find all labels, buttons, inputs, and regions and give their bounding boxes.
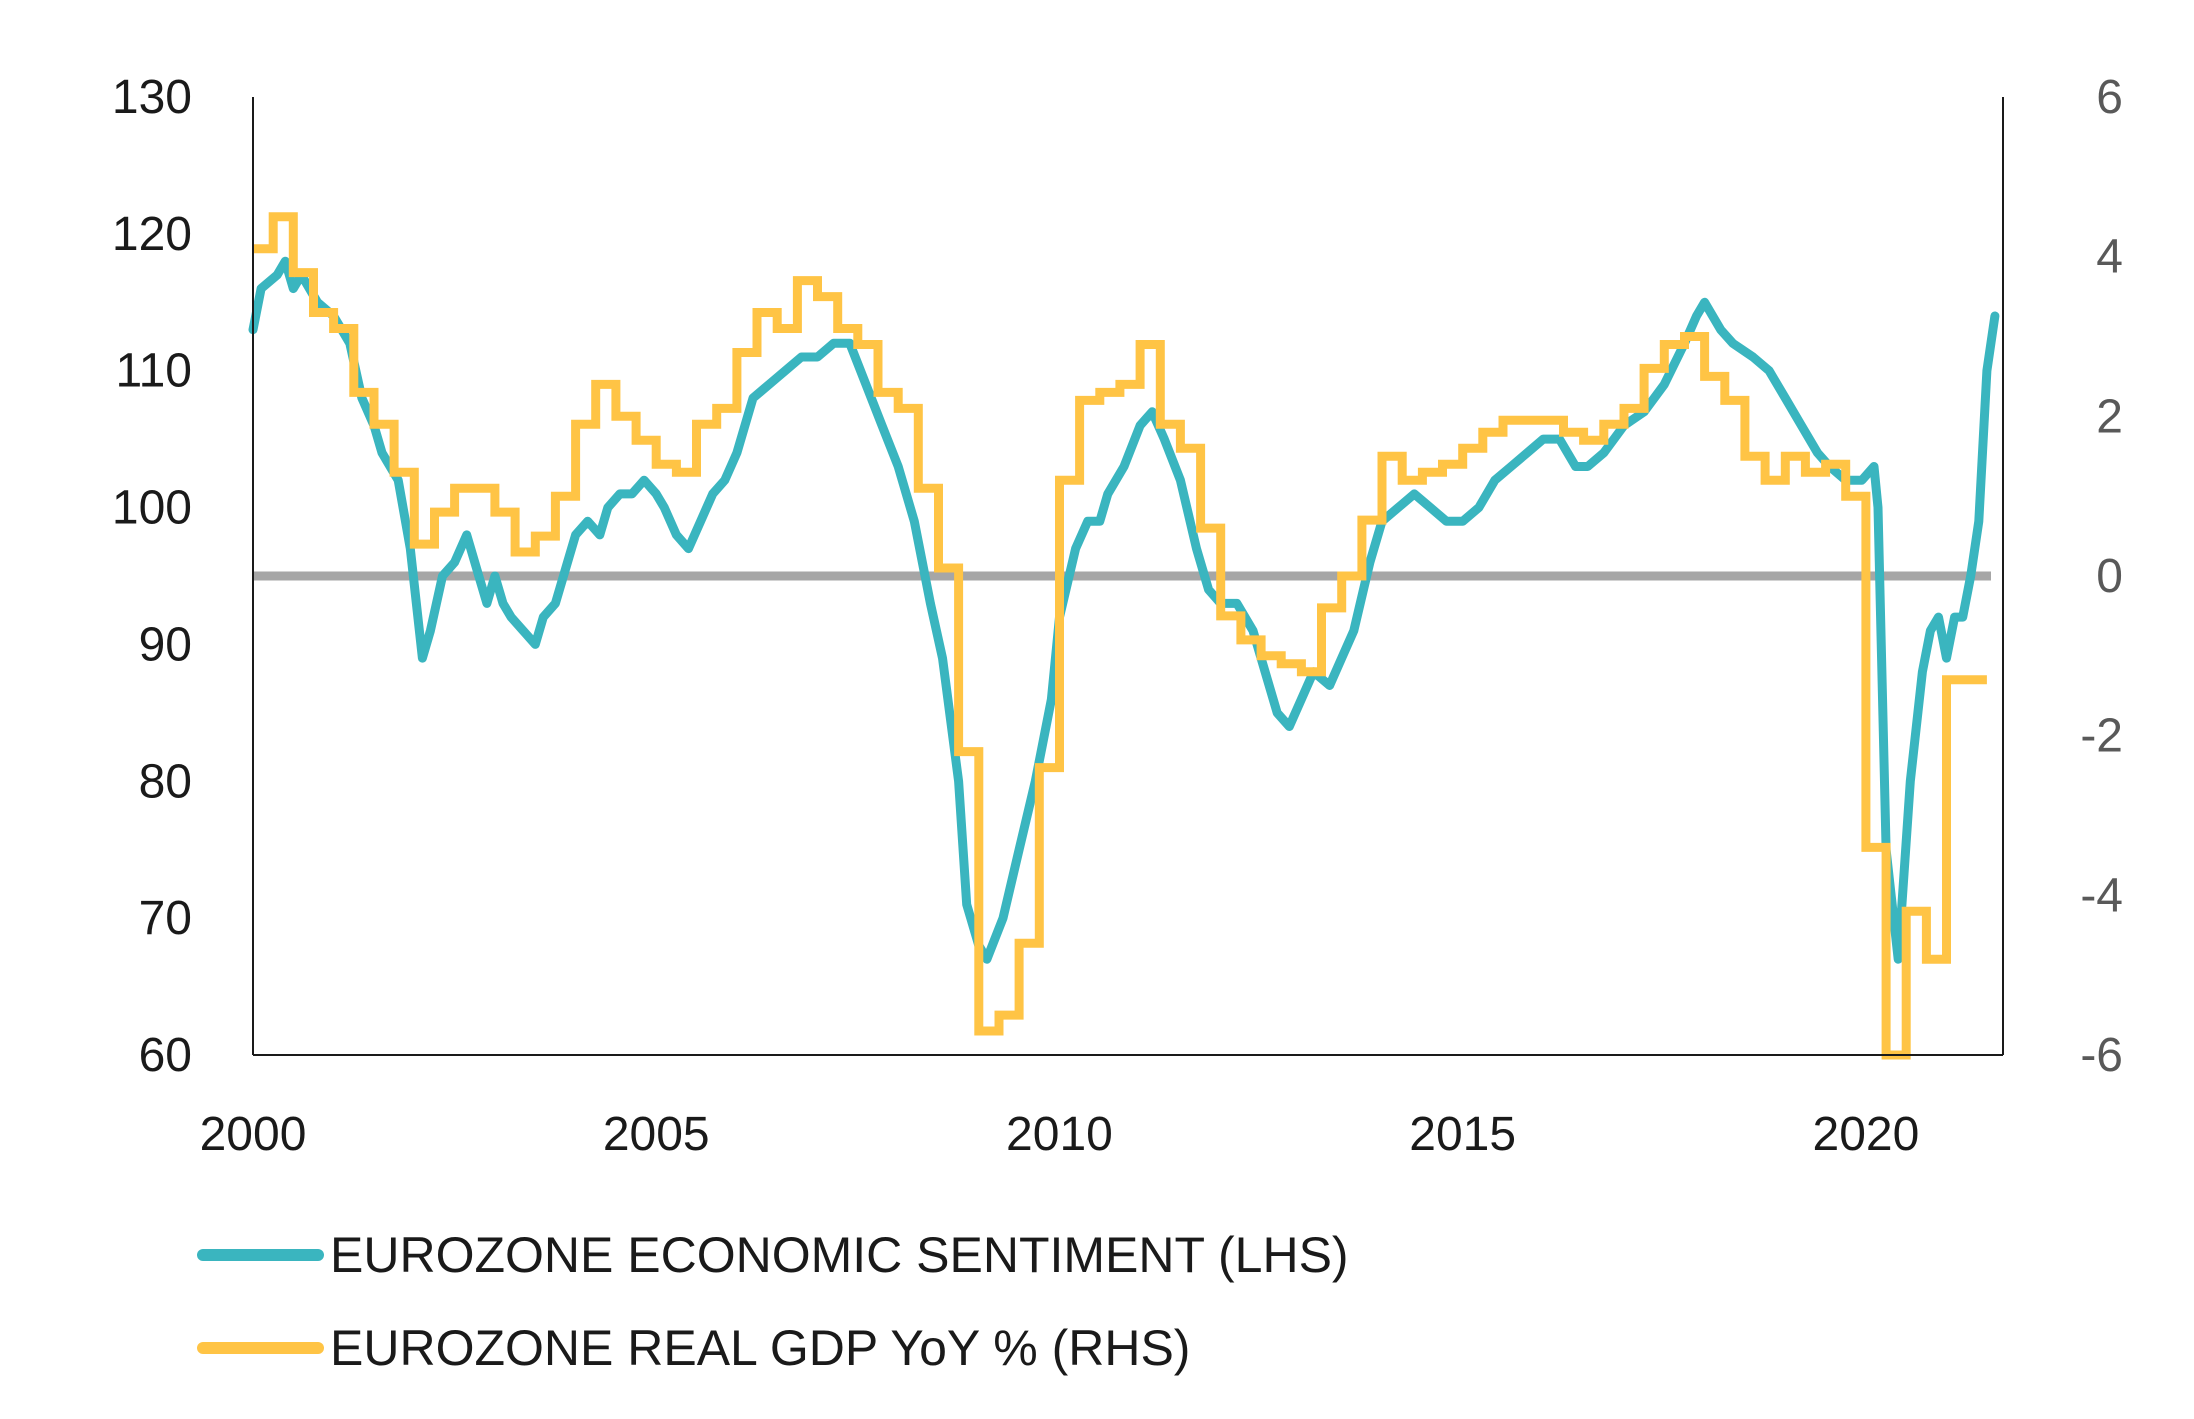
left-tick-label: 130 xyxy=(112,71,192,124)
right-tick-label: -6 xyxy=(2080,1029,2123,1082)
right-tick-label: -2 xyxy=(2080,710,2123,763)
x-tick-label: 2000 xyxy=(200,1108,307,1161)
left-tick-label: 70 xyxy=(139,892,192,945)
left-axis-ticks: 60 70 80 90 100 110 120 130 xyxy=(112,71,192,1082)
right-tick-label: 2 xyxy=(2096,390,2123,443)
left-tick-label: 90 xyxy=(139,618,192,671)
left-tick-label: 100 xyxy=(112,482,192,535)
right-tick-label: 4 xyxy=(2096,231,2123,284)
series-line-sentiment xyxy=(248,256,2000,964)
series-line-gdp xyxy=(253,212,1987,1060)
right-tick-label: 0 xyxy=(2096,550,2123,603)
legend-label-sentiment: EUROZONE ECONOMIC SENTIMENT (LHS) xyxy=(330,1227,1349,1283)
x-tick-label: 2015 xyxy=(1409,1108,1516,1161)
x-tick-label: 2010 xyxy=(1006,1108,1113,1161)
x-tick-label: 2005 xyxy=(603,1108,710,1161)
legend: EUROZONE ECONOMIC SENTIMENT (LHS) EUROZO… xyxy=(197,1227,1349,1376)
right-tick-label: 6 xyxy=(2096,71,2123,124)
x-axis-ticks: 2000 2005 2010 2015 2020 xyxy=(200,1108,1920,1161)
left-tick-label: 120 xyxy=(112,208,192,261)
right-tick-label: -4 xyxy=(2080,869,2123,922)
series-group xyxy=(248,212,2000,1060)
legend-label-gdp: EUROZONE REAL GDP YoY % (RHS) xyxy=(330,1320,1190,1376)
left-tick-label: 80 xyxy=(139,755,192,808)
x-tick-label: 2020 xyxy=(1813,1108,1920,1161)
left-tick-label: 60 xyxy=(139,1029,192,1082)
right-axis-ticks: -6 -4 -2 0 2 4 6 xyxy=(2080,71,2123,1082)
left-tick-label: 110 xyxy=(115,345,192,398)
